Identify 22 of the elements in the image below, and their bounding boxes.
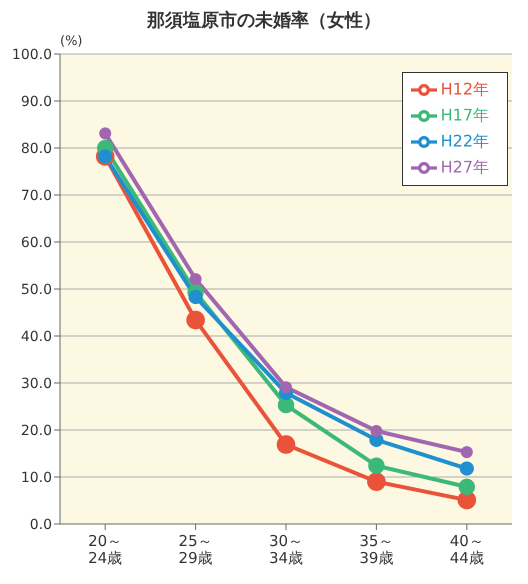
y-tick-label: 80.0 [20,140,52,157]
x-tick-label: 25～ 29歳 [178,532,213,567]
y-tick-label: 30.0 [20,376,52,392]
legend-label: H12年 [440,79,489,98]
y-tick-label: 0.0 [30,516,52,533]
x-tick-label: 20～ 24歳 [88,532,122,567]
y-tick-label: 90.0 [20,94,52,110]
y-tick-label: 70.0 [20,188,52,204]
y-tick-label: 40.0 [20,328,52,345]
legend-label: H22年 [440,131,489,150]
y-tick-label: 50.0 [20,282,52,298]
chart-title: 那須塩原市の未婚率（女性） [146,9,382,33]
y-axis-title: (%) [60,34,82,49]
legend-label: H17年 [440,105,489,124]
y-tick-label: 10.0 [20,470,52,486]
x-tick-label: 35～ 39歳 [359,532,394,567]
y-tick-label: 100.0 [12,46,52,63]
x-tick-label: 30～ 34歳 [268,532,304,567]
legend-label: H27年 [440,157,489,176]
x-tick-label: 40～ 44歳 [450,532,484,567]
y-tick-label: 60.0 [20,234,52,251]
y-tick-label: 20.0 [20,422,52,439]
